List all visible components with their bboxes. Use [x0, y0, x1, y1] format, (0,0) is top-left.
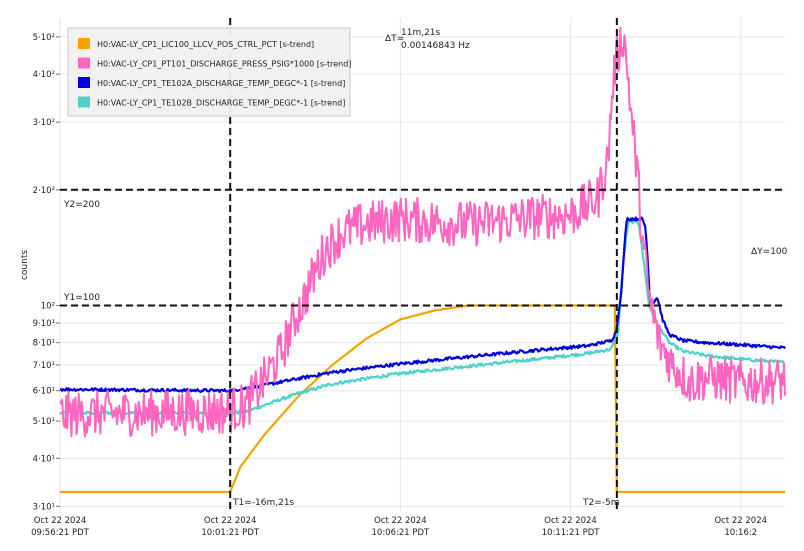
y-tick-label: 10²	[41, 301, 55, 311]
x-tick-label: 10:16:2	[724, 528, 757, 538]
y-axis-label: counts	[20, 250, 30, 280]
y-tick-label: 5·10²	[33, 33, 55, 43]
x-tick-label: Oct 22 2024	[374, 516, 427, 526]
y-tick-label: 2·10²	[33, 186, 55, 196]
y-tick-label: 4·10¹	[33, 454, 55, 464]
y-axis-ticks: 3·10¹ 4·10¹ 5·10¹ 6·10¹ 7·10¹ 8·10¹ 9·10¹ 10² 2·…	[33, 33, 60, 512]
legend-box	[67, 27, 351, 117]
legend-swatch	[78, 57, 90, 69]
y1-cursor-label: Y1=100	[63, 293, 100, 303]
legend-swatch	[78, 38, 90, 49]
delta-t-label: ΔT=	[385, 34, 404, 44]
x-tick-label: Oct 22 2024	[34, 516, 87, 526]
t1-cursor-label: T1=-16m,21s	[232, 498, 295, 508]
x-tick-label: 10:06:21 PDT	[372, 528, 431, 538]
legend-entry-label: H0:VAC-LY_CP1_PT101_DISCHARGE_PRESS_PSIG…	[97, 60, 351, 69]
series-line	[59, 26, 786, 438]
delta-t-value: 11m,21s	[401, 28, 441, 38]
x-tick-label: Oct 22 2024	[204, 516, 257, 526]
x-tick-label: 09:56:21 PDT	[31, 528, 90, 538]
y-tick-label: 7·10¹	[33, 361, 55, 371]
y-tick-label: 4·10²	[33, 70, 55, 80]
legend-entry-label: H0:VAC-LY_CP1_TE102B_DISCHARGE_TEMP_DEGC…	[97, 99, 345, 108]
y-tick-label: 6·10¹	[33, 387, 55, 397]
y-tick-label: 3·10¹	[33, 502, 55, 512]
y-tick-label: 8·10¹	[33, 339, 55, 349]
y-tick-label: 5·10¹	[33, 417, 55, 427]
t2-cursor-label: T2=-5m	[582, 498, 620, 508]
x-tick-label: Oct 22 2024	[544, 516, 597, 526]
y-tick-label: 9·10¹	[33, 319, 55, 329]
legend-entry-label: H0:VAC-LY_CP1_TE102A_DISCHARGE_TEMP_DEGC…	[97, 79, 345, 88]
series-line	[59, 216, 786, 394]
y2-cursor-label: Y2=200	[63, 200, 100, 210]
legend: H0:VAC-LY_CP1_LIC100_LLCV_POS_CTRL_PCT […	[67, 27, 351, 117]
delta-t-frequency: 0.00146843 Hz	[401, 41, 470, 51]
legend-entry-label: H0:VAC-LY_CP1_LIC100_LLCV_POS_CTRL_PCT […	[97, 40, 314, 49]
delta-y-label: ΔY=100	[751, 247, 788, 257]
x-tick-label: 10:01:21 PDT	[201, 528, 260, 538]
y-tick-label: 3·10²	[33, 118, 55, 128]
legend-swatch	[78, 96, 90, 108]
x-tick-label: Oct 22 2024	[714, 516, 767, 526]
x-axis-ticks: Oct 22 2024 09:56:21 PDT Oct 22 2024 10:01:…	[31, 516, 767, 538]
legend-swatch	[78, 77, 90, 88]
x-tick-label: 10:11:21 PDT	[542, 528, 601, 538]
